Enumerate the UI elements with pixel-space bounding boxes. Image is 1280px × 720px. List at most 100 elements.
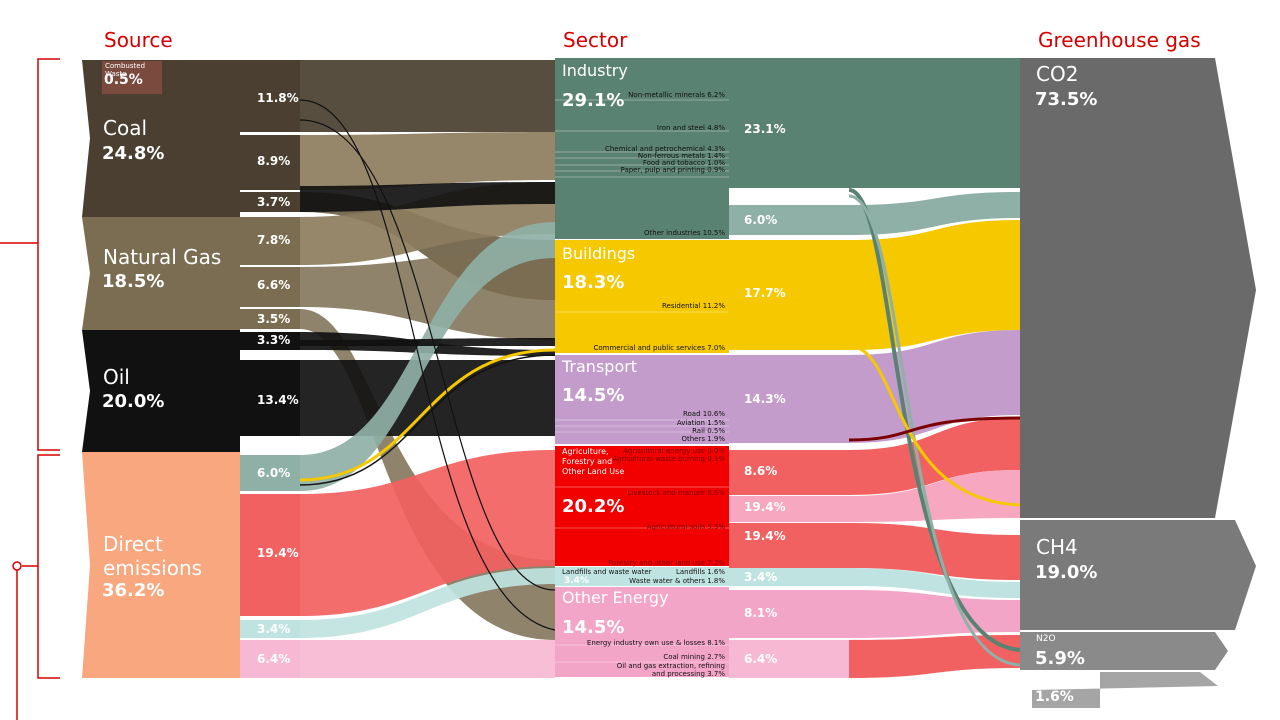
co2-pct: 73.5% bbox=[1035, 89, 1098, 110]
sector-blocks bbox=[555, 58, 729, 677]
natural-gas-block[interactable] bbox=[82, 217, 240, 330]
sector-sub-lines bbox=[555, 99, 729, 663]
transport-pct: 14.5% bbox=[562, 385, 625, 406]
agriculture-sub: Agricultural waste burning 0.1% bbox=[612, 455, 725, 463]
combusted-waste-label: Combusted Waste bbox=[105, 62, 146, 78]
buildings-label: Buildings bbox=[562, 244, 636, 263]
source-flow-label: 11.8% bbox=[257, 91, 299, 105]
other-energy-block[interactable] bbox=[555, 587, 729, 677]
sector-flow-label: 6.4% bbox=[744, 652, 778, 666]
transport-block[interactable] bbox=[555, 355, 729, 444]
ch4-block[interactable] bbox=[1020, 520, 1256, 630]
industry-sub: Chemical and petrochemical 4.3% bbox=[604, 145, 725, 153]
industry-sub: Non-ferrous metals 1.4% bbox=[637, 152, 725, 160]
source-flow-label: 3.5% bbox=[257, 312, 291, 326]
buildings-sub: Residential 11.2% bbox=[661, 302, 725, 310]
industry-label: Industry bbox=[562, 61, 628, 80]
buildings-sub: Commercial and public services 7.0% bbox=[593, 344, 725, 352]
sector-flow-label: 23.1% bbox=[744, 122, 786, 136]
coal-pct: 24.8% bbox=[102, 143, 165, 164]
transport-sub: Others 1.9% bbox=[681, 435, 725, 443]
hfcs-label: HFCs & PFCs bbox=[1036, 675, 1094, 685]
industry-sub: Other industries 10.5% bbox=[644, 229, 725, 237]
industry-sub: Non-metallic minerals 6.2% bbox=[628, 91, 725, 99]
agriculture-pct: 20.2% bbox=[562, 496, 625, 517]
other-energy-sub: Oil and gas extraction, refining and pro… bbox=[616, 662, 725, 678]
direct-emissions-block[interactable] bbox=[82, 452, 240, 678]
transport-sub: Aviation 1.5% bbox=[676, 419, 725, 427]
waste-pct: 3.4% bbox=[564, 576, 589, 586]
industry-sub: Food and tobacco 1.0% bbox=[642, 159, 725, 167]
transport-sub: Road 10.6% bbox=[682, 410, 725, 418]
co2-block[interactable] bbox=[1020, 58, 1256, 518]
sector-flow-label: 6.0% bbox=[744, 213, 778, 227]
oil-label: Oil bbox=[103, 365, 130, 389]
transport-sub: Rail 0.5% bbox=[692, 427, 725, 435]
oil-block[interactable] bbox=[82, 330, 240, 452]
industry-block[interactable] bbox=[555, 58, 729, 239]
buildings-block[interactable] bbox=[555, 240, 729, 353]
sector-flow-bands bbox=[729, 58, 849, 678]
agriculture-sub: Forestry and other land use 7.2% bbox=[608, 559, 725, 567]
source-flow-label: 3.3% bbox=[257, 333, 291, 347]
agriculture-sub: Agricultural energy use 0.0% bbox=[623, 447, 725, 455]
source-flow-label: 6.4% bbox=[257, 652, 291, 666]
direct-emissions-label: Direct emissions bbox=[103, 532, 203, 580]
n2o-block[interactable] bbox=[1020, 632, 1228, 670]
source-header: Source bbox=[104, 28, 173, 52]
direct-emissions-pct: 36.2% bbox=[102, 580, 165, 601]
other-energy-label: Other Energy bbox=[562, 588, 669, 607]
source-flow-bands bbox=[240, 60, 300, 678]
source-bracket bbox=[0, 58, 60, 720]
source-flow-label: 7.8% bbox=[257, 233, 291, 247]
waste-sub: Landfills and waste water bbox=[562, 568, 652, 576]
gas-blocks bbox=[1020, 58, 1256, 708]
industry-sub: Paper, pulp and printing 0.9% bbox=[620, 166, 725, 174]
agriculture-label: Agriculture, Forestry and Other Land Use bbox=[562, 447, 625, 476]
source-to-sector-flows bbox=[299, 60, 556, 678]
waste-sub: Landfills 1.6% bbox=[675, 568, 725, 576]
n2o-label: N2O bbox=[1036, 634, 1056, 644]
other-energy-pct: 14.5% bbox=[562, 617, 625, 638]
natural-gas-pct: 18.5% bbox=[102, 271, 165, 292]
waste-sub: Waste water & others 1.8% bbox=[629, 577, 725, 585]
source-flow-label: 3.7% bbox=[257, 195, 291, 209]
combusted-waste-block[interactable] bbox=[102, 61, 162, 94]
sector-flow-label: 8.6% bbox=[744, 464, 778, 478]
source-flow-label: 8.9% bbox=[257, 154, 291, 168]
n2o-pct: 5.9% bbox=[1035, 648, 1085, 669]
coal-label: Coal bbox=[103, 116, 148, 140]
sector-flow-label: 19.4% bbox=[744, 500, 786, 514]
ch4-pct: 19.0% bbox=[1035, 562, 1098, 583]
waste-block[interactable] bbox=[555, 567, 729, 586]
ch4-label: CH4 bbox=[1036, 535, 1078, 559]
combusted-waste-pct: 0.5% bbox=[104, 72, 143, 88]
natural-gas-label: Natural Gas bbox=[103, 245, 222, 269]
agriculture-block[interactable] bbox=[555, 446, 729, 566]
buildings-pct: 18.3% bbox=[562, 272, 625, 293]
industry-pct: 29.1% bbox=[562, 90, 625, 111]
agriculture-sub: Livestock and manure 6.5% bbox=[627, 489, 725, 497]
sector-header: Sector bbox=[563, 28, 628, 52]
hfcs-pct: 1.6% bbox=[1035, 689, 1074, 705]
coal-block[interactable] bbox=[82, 60, 240, 217]
other-energy-sub: Coal mining 2.7% bbox=[663, 653, 725, 661]
sector-flow-label: 19.4% bbox=[744, 529, 786, 543]
source-flow-label: 13.4% bbox=[257, 393, 299, 407]
source-flow-label: 3.4% bbox=[257, 622, 291, 636]
hfcs-block[interactable] bbox=[1032, 672, 1218, 708]
sector-flow-label: 3.4% bbox=[744, 570, 778, 584]
sector-flow-label: 17.7% bbox=[744, 286, 786, 300]
sector-flow-label: 8.1% bbox=[744, 606, 778, 620]
other-energy-sub: Energy industry own use & losses 8.1% bbox=[586, 639, 725, 647]
source-blocks bbox=[82, 60, 240, 678]
gas-header: Greenhouse gas bbox=[1038, 28, 1201, 52]
co2-label: CO2 bbox=[1036, 62, 1079, 86]
source-flow-label: 6.6% bbox=[257, 278, 291, 292]
oil-pct: 20.0% bbox=[102, 391, 165, 412]
industry-sub: Iron and steel 4.8% bbox=[656, 124, 725, 132]
transport-label: Transport bbox=[562, 357, 638, 376]
sector-to-gas-flows bbox=[848, 58, 1021, 678]
source-flow-label: 6.0% bbox=[257, 466, 291, 480]
